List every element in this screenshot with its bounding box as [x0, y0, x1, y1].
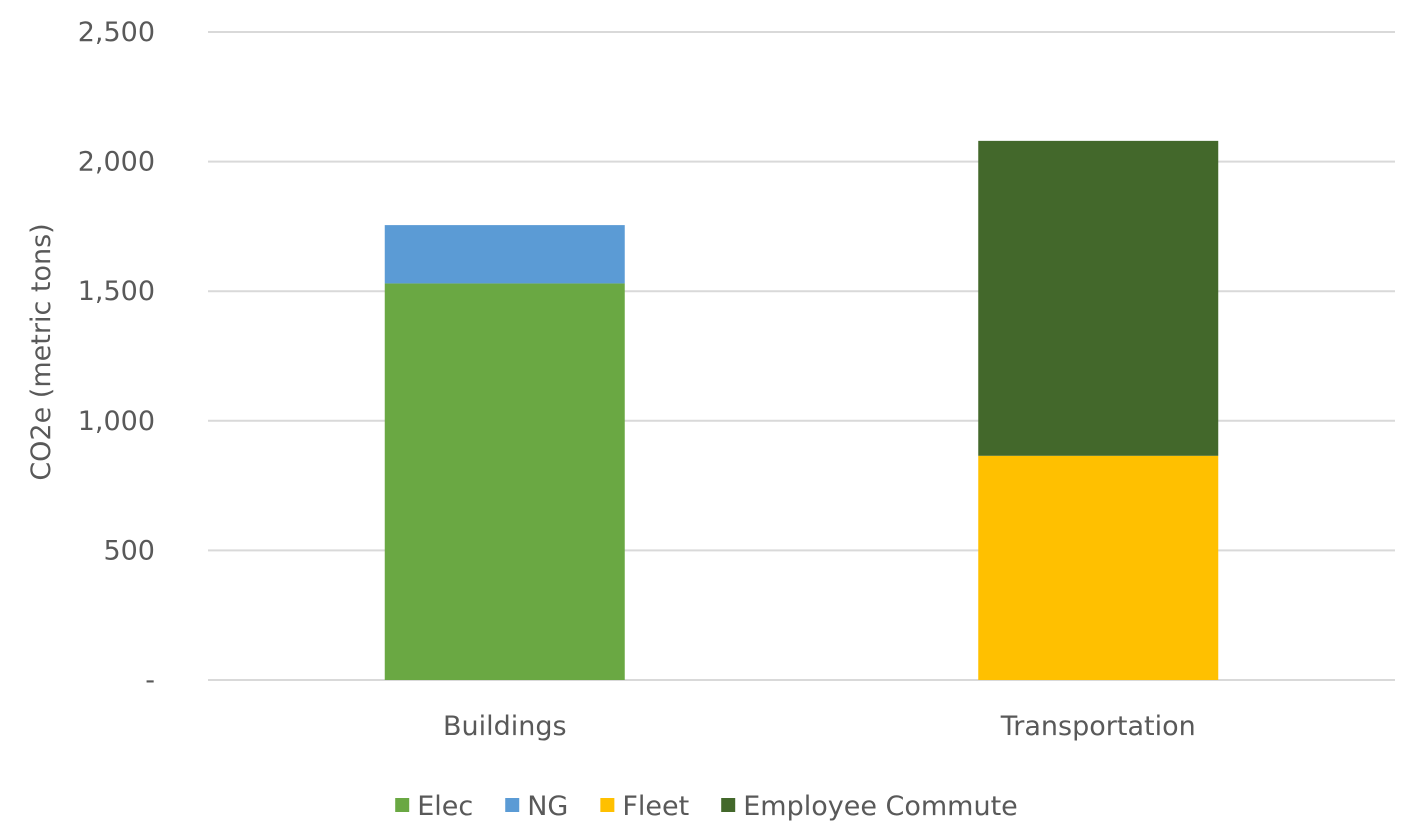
legend-swatch — [395, 798, 410, 812]
y-tick-label: 500 — [103, 535, 155, 566]
y-tick-label: 1,500 — [78, 276, 155, 307]
legend-label: Employee Commute — [743, 791, 1018, 822]
bar-segment-employee-commute — [978, 140, 1219, 456]
y-tick-label: 2,500 — [78, 17, 155, 48]
bars — [384, 140, 1219, 680]
legend-swatch — [505, 798, 520, 812]
y-axis-ticks: - 500 1,000 1,500 2,000 2,500 — [78, 17, 155, 696]
x-category-label: Transportation — [1000, 711, 1196, 742]
legend-swatch — [721, 798, 736, 812]
legend: Elec NG Fleet Employee Commute — [395, 791, 1018, 822]
y-tick-label: - — [145, 665, 155, 696]
bar-segment-fleet — [978, 455, 1219, 680]
legend-label: NG — [527, 791, 568, 822]
legend-swatch — [600, 798, 615, 812]
legend-label: Elec — [417, 791, 473, 822]
legend-label: Fleet — [622, 791, 689, 822]
x-category-label: Buildings — [443, 711, 567, 742]
y-tick-label: 1,000 — [78, 406, 155, 437]
y-axis-title: CO2e (metric tons) — [26, 223, 57, 480]
x-axis-categories: Buildings Transportation — [443, 711, 1196, 742]
bar-segment-elec — [384, 283, 625, 680]
bar-segment-ng — [384, 225, 625, 284]
y-tick-label: 2,000 — [78, 147, 155, 178]
